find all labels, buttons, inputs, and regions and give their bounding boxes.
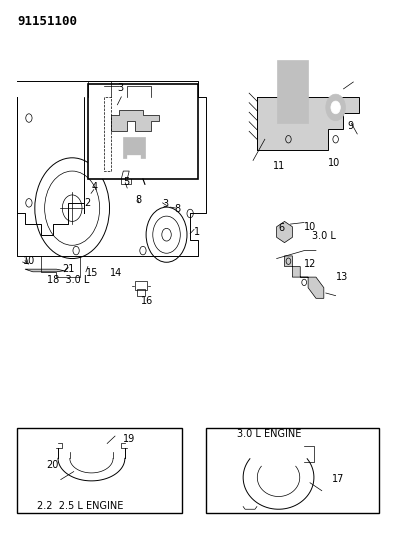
Text: 10: 10	[328, 158, 340, 168]
Text: 17: 17	[332, 474, 344, 483]
Bar	[127, 155, 140, 168]
Text: 2.2  2.5 L ENGINE: 2.2 2.5 L ENGINE	[37, 501, 123, 511]
Text: 3: 3	[163, 199, 169, 209]
Bar	[277, 60, 308, 123]
Text: 16: 16	[141, 296, 153, 306]
Text: 3.0 L: 3.0 L	[312, 231, 336, 241]
Text: 15: 15	[86, 268, 98, 278]
Text: 3: 3	[117, 83, 124, 93]
Text: 6: 6	[279, 223, 285, 233]
Text: 91151100: 91151100	[17, 14, 77, 28]
Text: 20: 20	[47, 461, 59, 470]
Polygon shape	[284, 256, 324, 298]
Text: 11: 11	[273, 161, 285, 171]
Bar	[121, 178, 131, 184]
Text: 13: 13	[336, 272, 348, 282]
Circle shape	[326, 94, 345, 120]
Text: 2: 2	[84, 198, 90, 208]
Polygon shape	[25, 269, 64, 272]
Bar	[135, 281, 147, 290]
Circle shape	[254, 466, 271, 489]
Text: 18  3.0 L: 18 3.0 L	[47, 274, 89, 285]
Polygon shape	[277, 221, 292, 243]
Bar	[206, 428, 379, 513]
Bar	[137, 289, 145, 296]
Bar	[123, 136, 145, 158]
Text: 14: 14	[110, 268, 122, 278]
Text: 1: 1	[194, 227, 200, 237]
Polygon shape	[257, 97, 359, 150]
Text: 21: 21	[62, 264, 75, 274]
Polygon shape	[112, 110, 159, 131]
Text: 10: 10	[304, 222, 316, 232]
Text: 9: 9	[347, 121, 354, 131]
Text: 5: 5	[123, 176, 129, 187]
Text: 12: 12	[304, 259, 316, 269]
Bar	[17, 428, 182, 513]
Text: 4: 4	[92, 182, 98, 192]
Circle shape	[258, 471, 268, 484]
Text: 10: 10	[23, 256, 35, 266]
Text: 19: 19	[123, 434, 135, 444]
Circle shape	[331, 101, 340, 114]
Text: 8: 8	[174, 204, 181, 214]
Bar	[88, 84, 198, 179]
Text: 3.0 L ENGINE: 3.0 L ENGINE	[237, 429, 302, 439]
Text: 8: 8	[135, 195, 141, 205]
